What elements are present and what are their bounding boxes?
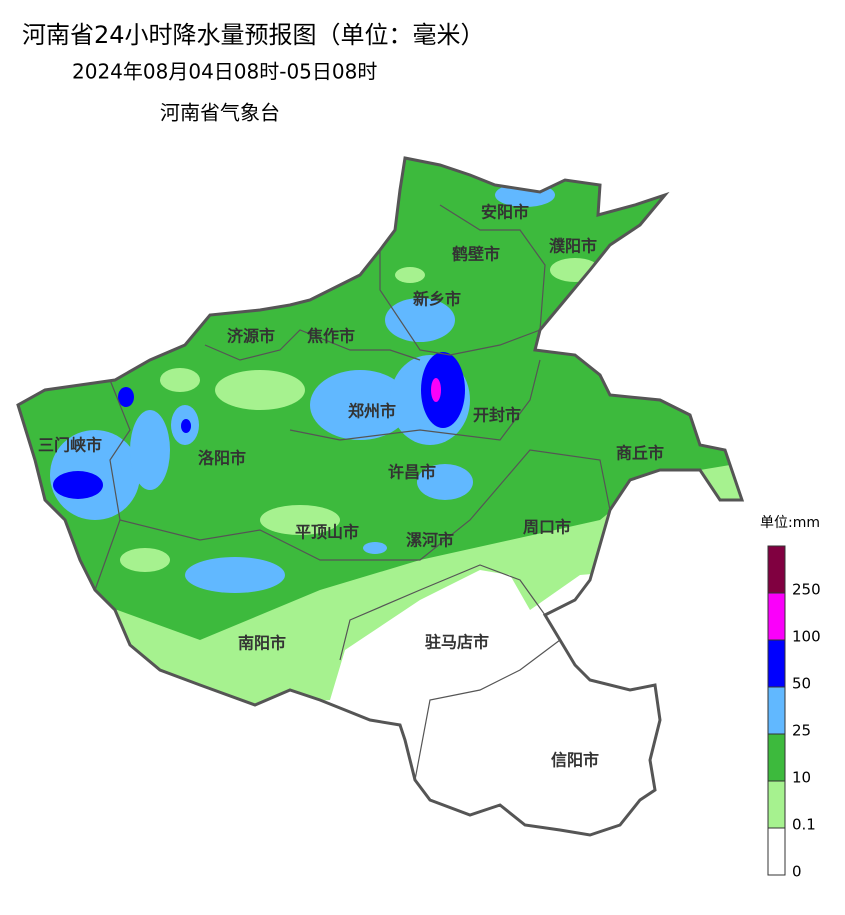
legend-label: 0 <box>792 863 802 881</box>
city-label: 安阳市 <box>481 203 529 222</box>
city-label: 商丘市 <box>616 444 664 463</box>
period: 2024年08月04日08时-05日08时 <box>72 60 377 84</box>
city-label: 漯河市 <box>406 531 454 550</box>
legend-swatch <box>767 592 786 641</box>
city-label: 驻马店市 <box>425 633 489 652</box>
city-label: 周口市 <box>523 518 571 537</box>
legend-swatch <box>767 545 786 594</box>
city-label: 洛阳市 <box>198 449 246 468</box>
legend-label: 0.1 <box>792 816 816 834</box>
legend-label: 100 <box>792 628 821 646</box>
legend-title: 单位:mm <box>760 515 820 531</box>
legend-label: 10 <box>792 769 811 787</box>
legend-swatch <box>767 780 786 829</box>
city-borders <box>94 204 611 781</box>
legend-swatch <box>767 686 786 735</box>
city-label: 焦作市 <box>306 327 355 346</box>
title: 河南省24小时降水量预报图（单位：毫米） <box>22 21 485 49</box>
city-label: 许昌市 <box>388 463 436 482</box>
legend-label: 25 <box>792 722 811 740</box>
city-label: 南阳市 <box>238 634 286 653</box>
city-label: 鹤壁市 <box>452 245 500 264</box>
legend-swatch <box>767 733 786 782</box>
city-label: 平顶山市 <box>295 523 359 542</box>
city-label: 济源市 <box>227 327 275 346</box>
legend-swatch <box>767 827 786 876</box>
city-label: 开封市 <box>473 406 521 425</box>
legend-label: 50 <box>792 675 811 693</box>
city-label: 新乡市 <box>413 290 461 309</box>
city-label: 郑州市 <box>348 402 396 421</box>
legend-label: 250 <box>792 581 821 599</box>
legend-swatch <box>767 639 786 688</box>
issuer: 河南省气象台 <box>160 101 280 125</box>
city-label: 信阳市 <box>551 751 599 770</box>
city-label: 三门峡市 <box>38 436 102 455</box>
city-label: 濮阳市 <box>549 237 597 256</box>
